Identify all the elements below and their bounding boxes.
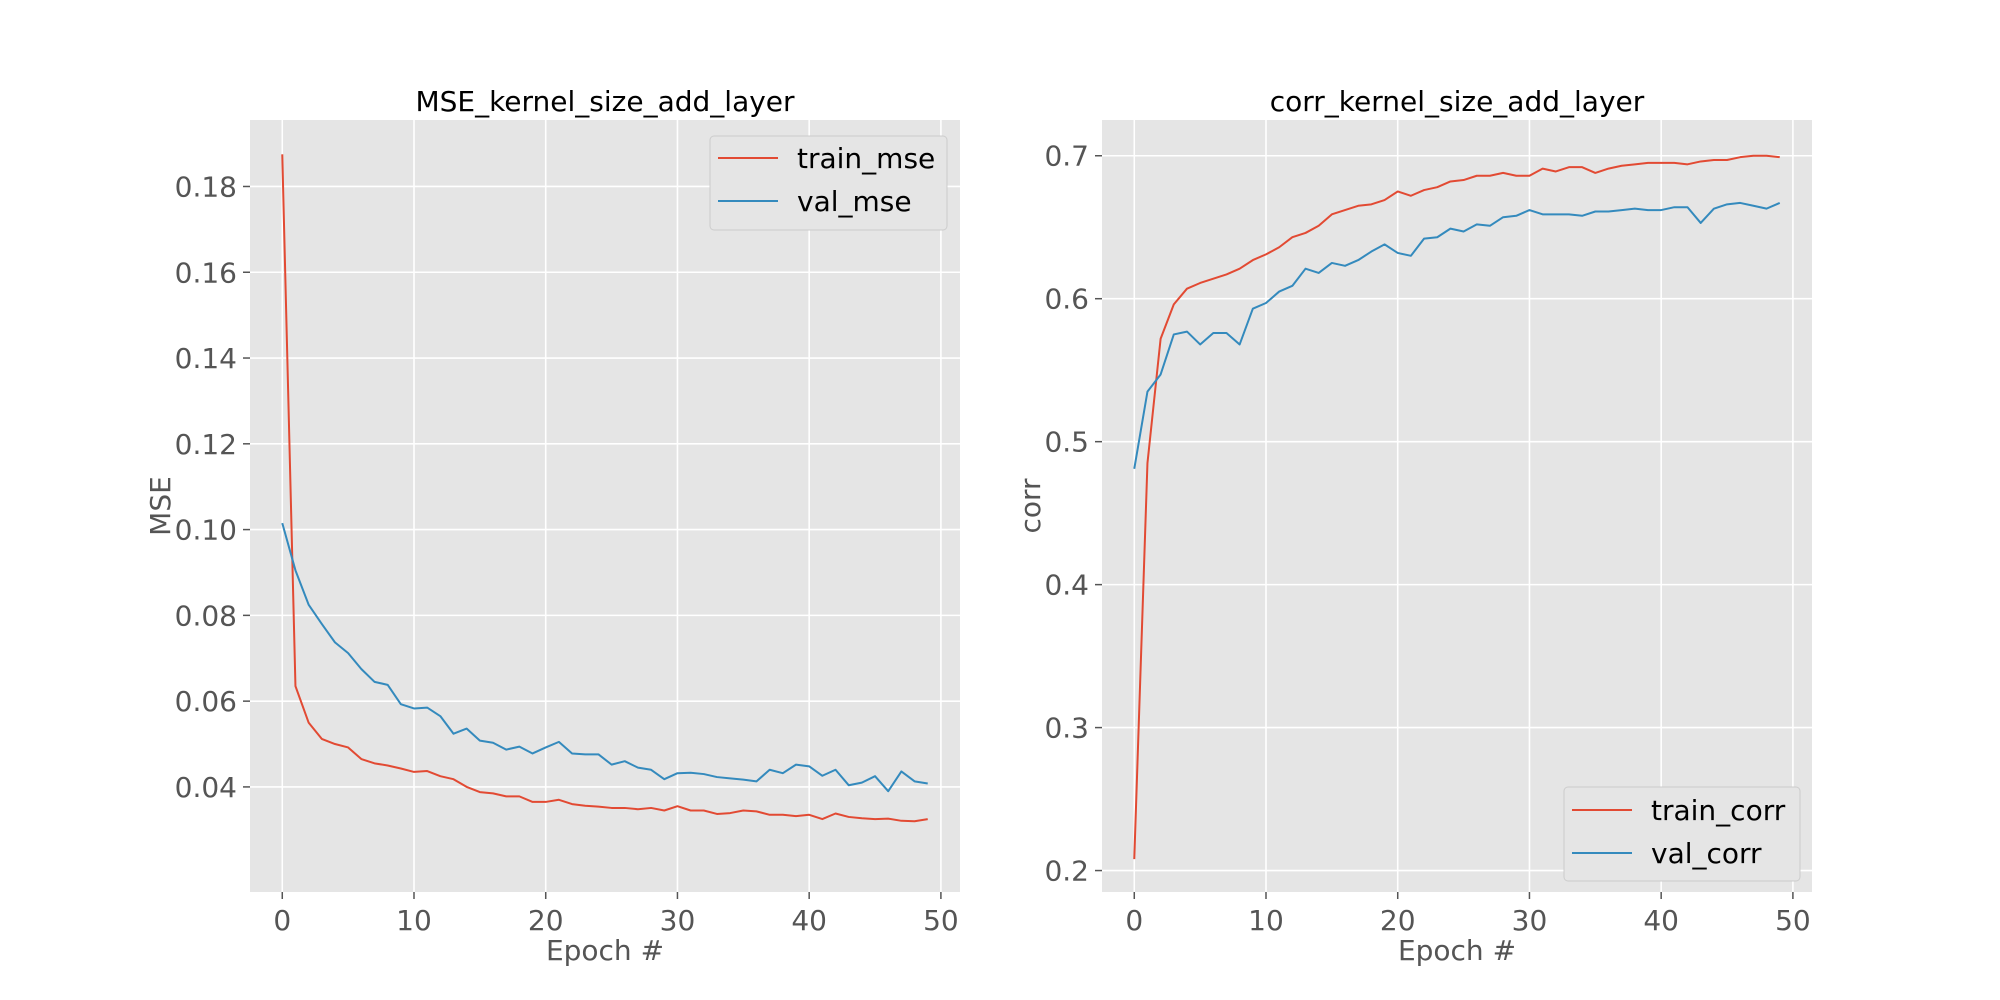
mse-x-tick-label: 40 [791, 904, 827, 937]
legend-label-val-mse: val_mse [797, 185, 912, 218]
corr-ticks: 0 10 20 30 40 50 0.2 0.3 0.4 0.5 0.6 0.7 [1044, 140, 1810, 937]
mse-y-tick-label: 0.06 [175, 685, 237, 718]
legend-label-train-mse: train_mse [797, 142, 935, 175]
mse-x-tick-label: 0 [273, 904, 291, 937]
mse-chart-title: MSE_kernel_size_add_layer [415, 85, 795, 118]
mse-y-tick-label: 0.14 [175, 342, 237, 375]
mse-x-tick-label: 10 [396, 904, 432, 937]
corr-chart-title: corr_kernel_size_add_layer [1270, 85, 1645, 118]
series-line-val-mse [281, 522, 928, 793]
mse-x-tick-label: 20 [528, 904, 564, 937]
corr-x-tick-label: 30 [1512, 904, 1548, 937]
corr-y-tick-label: 0.7 [1044, 140, 1089, 173]
mse-y-axis-label: MSE [144, 476, 177, 536]
series-line-train-corr [1133, 154, 1780, 860]
mse-y-tick-label: 0.12 [175, 428, 237, 461]
corr-panel: 0 10 20 30 40 50 0.2 0.3 0.4 0.5 0.6 0.7 corr_kerne… [1014, 85, 1812, 967]
corr-y-tick-label: 0.2 [1044, 855, 1089, 888]
corr-plot-area [1102, 120, 1812, 892]
corr-y-tick-label: 0.3 [1044, 712, 1089, 745]
series-line-train-mse [281, 154, 928, 823]
legend-label-train-corr: train_corr [1651, 794, 1786, 827]
corr-y-tick-label: 0.5 [1044, 426, 1089, 459]
corr-x-axis-label: Epoch # [1398, 934, 1516, 967]
mse-legend-box [709, 135, 948, 231]
corr-x-tick-label: 0 [1125, 904, 1143, 937]
mse-ticks: 0 10 20 30 40 50 0.04 0.06 0.08 0.10 0.12 0.14 0.16 0… [175, 170, 959, 937]
corr-x-tick-label: 20 [1380, 904, 1416, 937]
mse-x-tick-label: 30 [660, 904, 696, 937]
legend-label-val-corr: val_corr [1651, 837, 1762, 870]
corr-legend: train_corr val_corr [1563, 786, 1801, 882]
mse-y-tick-label: 0.10 [175, 514, 237, 547]
corr-y-tick-label: 0.6 [1044, 283, 1089, 316]
mse-x-axis-label: Epoch # [546, 934, 664, 967]
mse-plot-area [250, 120, 960, 892]
mse-y-tick-label: 0.08 [175, 599, 237, 632]
mse-y-tick-label: 0.16 [175, 256, 237, 289]
mse-x-tick-label: 50 [923, 904, 959, 937]
corr-x-tick-label: 10 [1248, 904, 1284, 937]
corr-x-tick-label: 40 [1643, 904, 1679, 937]
mse-lines [281, 154, 928, 823]
mse-y-tick-label: 0.18 [175, 170, 237, 203]
series-line-val-corr [1133, 201, 1781, 469]
mse-y-tick-label: 0.04 [175, 771, 237, 804]
corr-x-tick-label: 50 [1775, 904, 1811, 937]
corr-y-axis-label: corr [1014, 478, 1047, 534]
corr-lines [1133, 154, 1781, 860]
mse-panel: 0 10 20 30 40 50 0.04 0.06 0.08 0.10 0.12 0.14 0.16 0… [144, 85, 960, 967]
mse-grid [250, 120, 960, 892]
mse-legend: train_mse val_mse [709, 135, 948, 231]
corr-y-tick-label: 0.4 [1044, 569, 1089, 602]
corr-grid [1102, 120, 1812, 892]
